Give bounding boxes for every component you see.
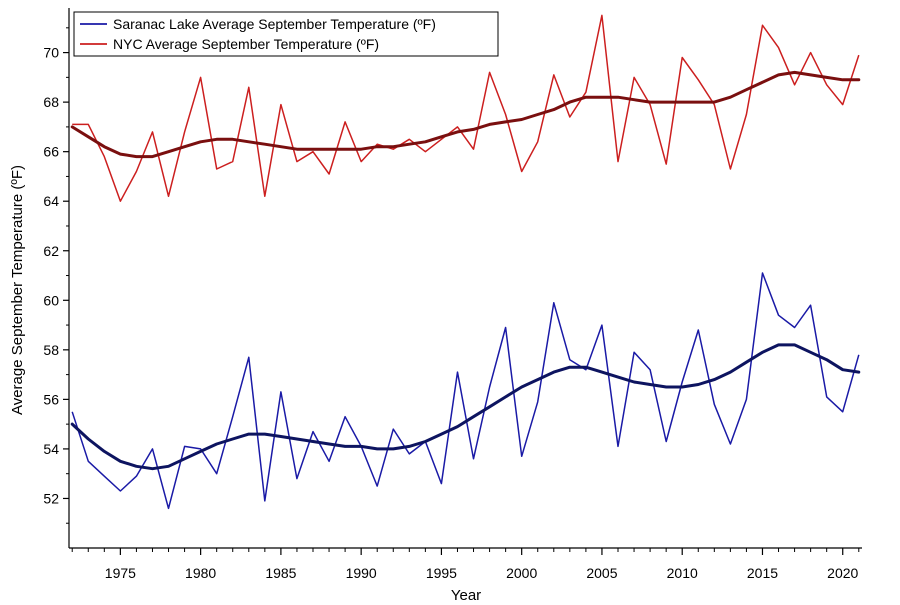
legend-label-nyc: NYC Average September Temperature (ºF): [113, 36, 379, 52]
y-tick-label: 56: [43, 391, 59, 407]
x-tick-label: 1985: [265, 565, 296, 581]
y-tick-label: 54: [43, 441, 59, 457]
x-tick-label: 2000: [506, 565, 537, 581]
x-tick-label: 1990: [346, 565, 377, 581]
x-tick-label: 2010: [667, 565, 698, 581]
x-tick-label: 1995: [426, 565, 457, 581]
legend-label-saranac: Saranac Lake Average September Temperatu…: [113, 16, 436, 32]
x-axis-title: Year: [451, 587, 481, 604]
legend: Saranac Lake Average September Temperatu…: [73, 11, 499, 57]
x-tick-label: 2020: [827, 565, 858, 581]
y-tick-label: 68: [43, 94, 59, 110]
saranac-series-line: [71, 272, 860, 510]
y-tick-label: 64: [43, 193, 59, 209]
y-tick-label: 58: [43, 342, 59, 358]
x-tick-label: 2015: [747, 565, 778, 581]
y-tick-label: 52: [43, 490, 59, 506]
y-tick-label: 62: [43, 243, 59, 259]
nyc-trend-line: [70, 70, 861, 159]
saranac-trend-line: [70, 343, 861, 471]
y-tick-label: 66: [43, 144, 59, 160]
x-tick-label: 1980: [185, 565, 216, 581]
y-tick-label: 60: [43, 292, 59, 308]
nyc-series-line: [72, 14, 860, 202]
y-tick-label: 70: [43, 45, 59, 61]
y-axis-title: Average September Temperature (ºF): [9, 165, 26, 415]
legend-box: [73, 11, 499, 57]
x-tick-label: 1975: [105, 565, 136, 581]
x-tick-label: 2005: [586, 565, 617, 581]
